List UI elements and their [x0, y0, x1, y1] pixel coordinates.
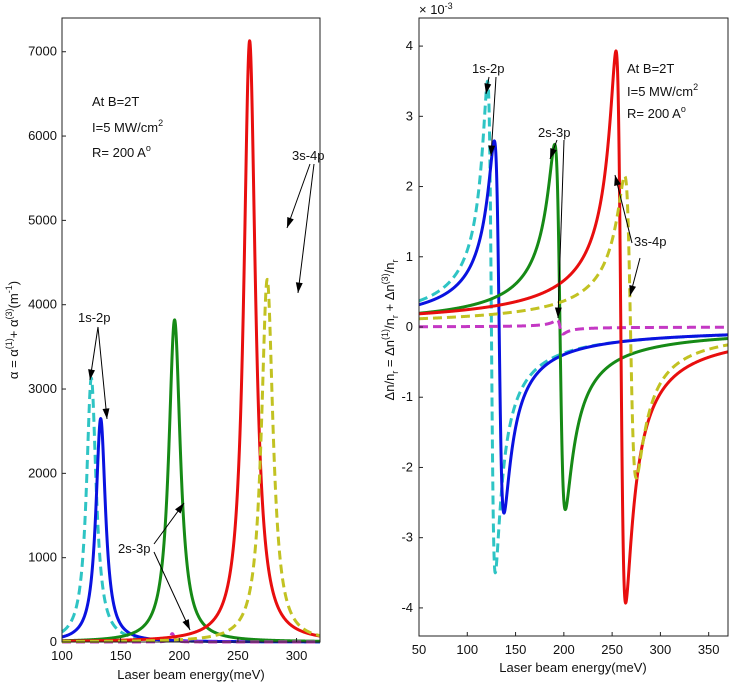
right-xtick-label: 150: [505, 642, 527, 657]
left-xtick-label: 150: [110, 648, 132, 663]
right-ytick-label: -2: [401, 459, 413, 474]
right-ytick-label: 4: [406, 38, 413, 53]
right-axes-frame: [418, 17, 729, 637]
right-curves: [419, 49, 728, 605]
right-label-2s3p: 2s-3p: [538, 125, 571, 140]
left-series-line-5: [60, 277, 322, 644]
right-xtick-label: 50: [412, 642, 426, 657]
arrow-head: [554, 307, 562, 318]
left-ticks: 100 150 200 250 3000100020003000400050006000…: [28, 44, 307, 663]
right-series-line-3: [419, 318, 728, 336]
right-xtick-label: 300: [650, 642, 672, 657]
left-ytick-label: 7000: [28, 44, 57, 59]
right-xlabel: Laser beam energy(meV): [499, 660, 646, 675]
left-xtick-label: 300: [286, 648, 308, 663]
arrow-shaft: [97, 326, 108, 420]
right-panel: 50 100 150 200 250 300 350 -4 -3 -2 -1 0 1 2 3 4 × 10-3…: [380, 1, 729, 675]
arrow-head: [295, 282, 303, 293]
arrow-shaft: [614, 174, 633, 244]
right-info-intensity: I=5 MW/cm2: [627, 82, 698, 99]
right-label-3s4p: 3s-4p: [634, 234, 667, 249]
right-ytick-label: 2: [406, 179, 413, 194]
left-xtick-label: 200: [168, 648, 190, 663]
left-ytick-label: 6000: [28, 128, 57, 143]
right-ytick-label: -3: [401, 530, 413, 545]
left-axes-frame: [61, 17, 321, 643]
left-ytick-label: 1000: [28, 550, 57, 565]
left-label-3s4p: 3s-4p: [292, 148, 325, 163]
right-ytick-label: -1: [401, 389, 413, 404]
arrow-head: [175, 503, 184, 514]
right-ytick-label: -4: [401, 600, 413, 615]
right-info-field: At B=2T: [627, 61, 674, 76]
right-info-radius: R= 200 Ao: [627, 104, 686, 121]
left-info-radius: R= 200 Ao: [92, 143, 151, 160]
arrow-shaft: [490, 76, 497, 157]
arrow-head: [629, 285, 637, 296]
right-ytick-label: 0: [406, 319, 413, 334]
left-series-line-1: [60, 417, 322, 644]
arrow-head: [287, 217, 294, 228]
arrow-shaft: [557, 139, 565, 319]
arrow-head: [182, 619, 190, 630]
right-exponent-label: × 10-3: [419, 1, 453, 17]
left-ytick-label: 4000: [28, 297, 57, 312]
arrow-head: [614, 175, 621, 186]
left-label-2s3p: 2s-3p: [118, 541, 151, 556]
arrow-head: [102, 408, 110, 419]
arrow-head: [550, 148, 557, 159]
left-xtick-label: 250: [227, 648, 249, 663]
left-ytick-label: 5000: [28, 212, 57, 227]
right-label-1s2p: 1s-2p: [472, 61, 505, 76]
left-ytick-label: 0: [50, 634, 57, 649]
left-xlabel: Laser beam energy(meV): [117, 667, 264, 682]
left-ylabel: α = α(1)+ α(3)(m-1): [4, 281, 21, 379]
left-ytick-label: 3000: [28, 381, 57, 396]
right-ylabel: Δn/nr = Δn(1)/nr + Δn(3)/nr: [380, 260, 400, 401]
right-xtick-label: 350: [698, 642, 720, 657]
right-series-line-5: [419, 174, 728, 480]
arrow-shaft: [297, 163, 315, 294]
right-xtick-label: 250: [601, 642, 623, 657]
left-label-1s2p: 1s-2p: [78, 310, 111, 325]
right-series-line-4: [419, 49, 728, 605]
left-info-intensity: I=5 MW/cm2: [92, 118, 163, 135]
left-xtick-label: 100: [51, 648, 73, 663]
left-series-line-2: [60, 318, 322, 643]
left-ytick-label: 2000: [28, 465, 57, 480]
arrow-head: [488, 145, 496, 156]
arrow-head: [484, 83, 492, 94]
right-xtick-label: 200: [553, 642, 575, 657]
arrow-shaft: [153, 551, 191, 631]
right-series-line-2: [419, 142, 728, 512]
left-info-field: At B=2T: [92, 94, 139, 109]
right-xtick-label: 100: [456, 642, 478, 657]
right-series-line-1: [419, 139, 728, 515]
right-ytick-label: 1: [406, 249, 413, 264]
right-ytick-label: 3: [406, 108, 413, 123]
left-panel: 100 150 200 250 3000100020003000400050006000…: [4, 17, 325, 682]
annotation-arrows: [88, 76, 641, 631]
arrow-shaft: [286, 163, 311, 229]
arrow-head: [88, 369, 95, 380]
